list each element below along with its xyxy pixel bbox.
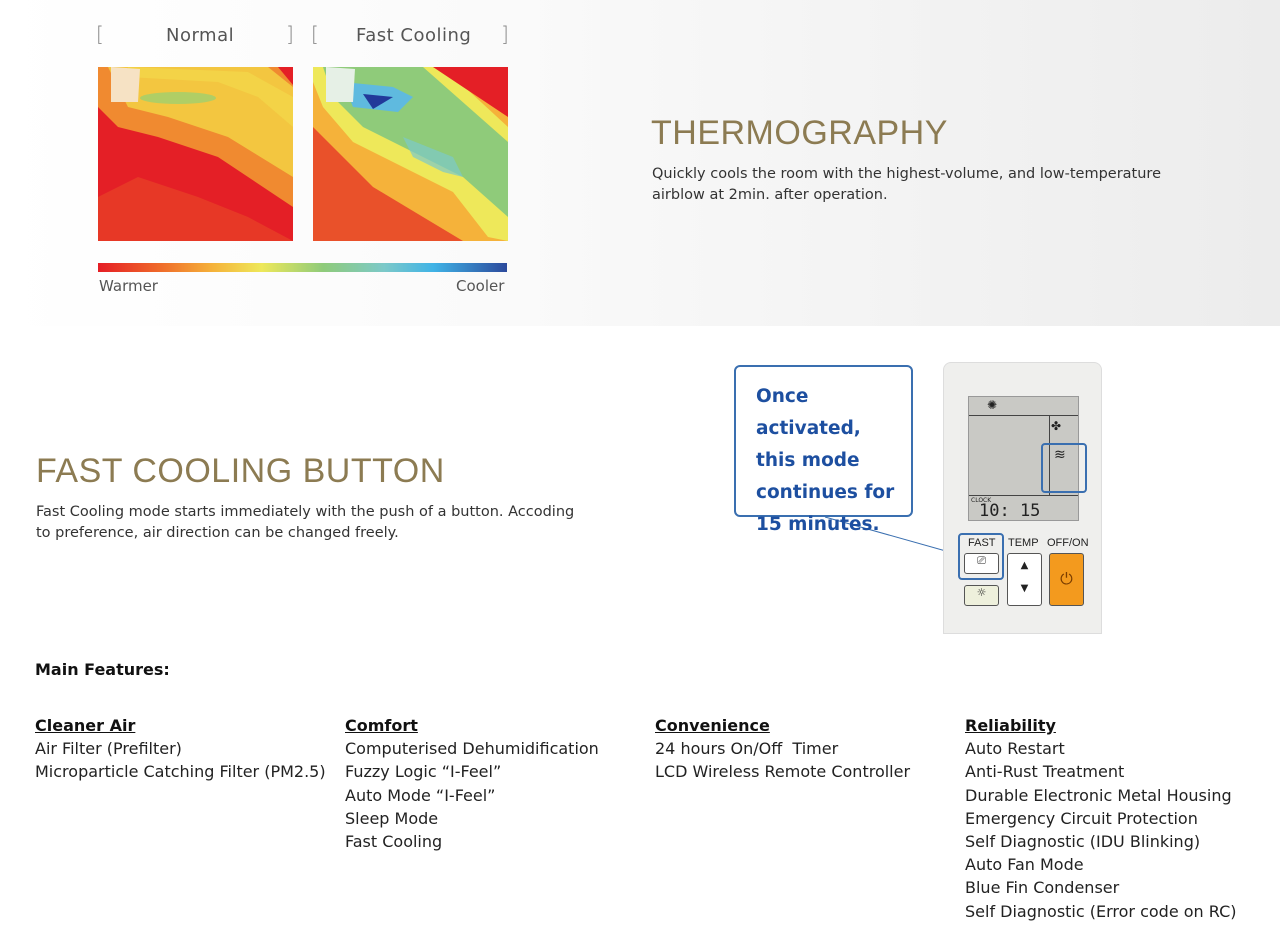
list-item: Anti-Rust Treatment [965,762,1125,782]
thermography-description: Quickly cools the room with the highest-… [652,166,1162,203]
fast-cooling-description: Fast Cooling mode starts immediately wit… [36,504,575,541]
temp-down-icon[interactable]: ▼ [1020,583,1029,594]
cooler-label: Cooler [456,277,505,295]
list-item: 24 hours On/Off Timer [655,739,839,759]
warmer-label: Warmer [99,277,158,295]
list-item: Emergency Circuit Protection [965,808,1198,828]
light-button[interactable]: ☼ [964,585,999,606]
air-direction-icon: ≋ [1054,447,1066,463]
fan-icon: ✤ [1051,419,1062,433]
fast-cooling-heatmap [313,67,508,241]
clock-label: CLOCK [971,497,992,504]
feature-column-convenience: Convenience 24 hours On/Off Timer LCD Wi… [655,714,910,784]
highlight-box [958,533,1004,580]
column-title: Comfort [345,716,418,735]
main-features-heading: Main Features: [35,660,170,679]
list-item: Durable Electronic Metal Housing [965,785,1232,805]
normal-label: Normal [166,25,235,46]
list-item: Auto Mode “I-Feel” [345,785,496,805]
temp-button[interactable]: ▲ ▼ [1007,553,1042,606]
normal-heatmap [98,67,293,241]
callout-line: Once activated, [756,386,861,439]
temp-label: TEMP [1008,537,1039,549]
highlight-box [1041,443,1087,493]
sun-icon: ✺ [987,398,998,412]
list-item: Computerised Dehumidification [345,739,599,759]
feature-column-reliability: Reliability Auto Restart Anti-Rust Treat… [965,714,1237,923]
column-title: Cleaner Air [35,716,136,735]
remote-controller: ✺ ✤ ≋ CLOCK 10: 15 FAST TEMP OFF/ON ⎚ ☼ … [943,362,1102,634]
list-item: Self Diagnostic (IDU Blinking) [965,832,1201,852]
list-item: LCD Wireless Remote Controller [655,762,911,782]
feature-column-comfort: Comfort Computerised Dehumidification Fu… [345,714,599,853]
list-item: Microparticle Catching Filter (PM2.5) [35,762,326,782]
thermography-title: THERMOGRAPHY [651,114,948,152]
list-item: Auto Restart [965,739,1065,759]
offon-label: OFF/ON [1047,537,1089,549]
temperature-color-scale [98,263,507,272]
power-button[interactable]: ⏻ [1049,553,1084,606]
list-item: Fast Cooling [345,832,443,852]
bracket: ] [286,22,294,46]
callout-line: continues for [756,482,895,503]
list-item: Self Diagnostic (Error code on RC) [965,901,1237,921]
temp-up-icon[interactable]: ▲ [1020,560,1029,571]
list-item: Air Filter (Prefilter) [35,739,182,759]
list-item: Blue Fin Condenser [965,878,1120,898]
callout-line: 15 minutes. [756,514,880,535]
column-title: Convenience [655,716,770,735]
fast-button[interactable]: ⎚ [964,553,999,574]
fast-cooling-label: Fast Cooling [356,25,472,46]
bracket: [ [96,22,104,46]
callout-pointer-line [824,516,961,556]
fast-cooling-title: FAST COOLING BUTTON [36,452,445,490]
clock-display: 10: 15 [979,501,1041,521]
bracket: [ [311,22,319,46]
bracket: ] [501,22,509,46]
callout-box: Once activated, this mode continues for … [734,365,913,535]
lcd-display: ✺ ✤ ≋ CLOCK 10: 15 [968,396,1087,521]
fast-label: FAST [968,537,996,549]
list-item: Fuzzy Logic “I-Feel” [345,762,502,782]
column-title: Reliability [965,716,1056,735]
list-item: Auto Fan Mode [965,855,1084,875]
list-item: Sleep Mode [345,808,439,828]
feature-column-cleaner-air: Cleaner Air Air Filter (Prefilter) Micro… [35,714,326,784]
callout-line: this mode [756,450,860,471]
